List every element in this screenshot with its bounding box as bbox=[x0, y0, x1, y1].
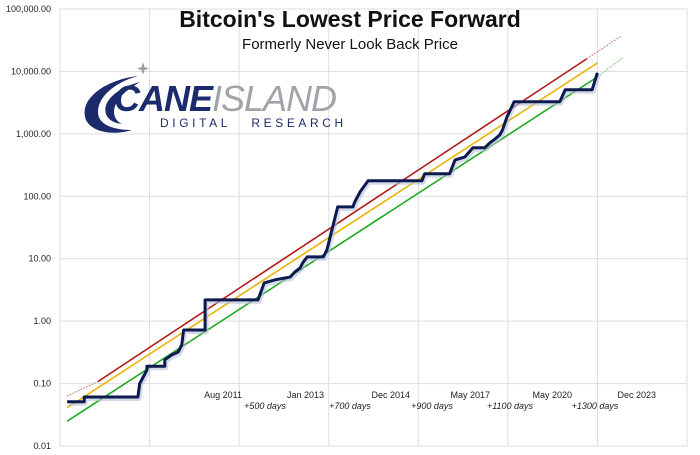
x-interval-label: +1300 days bbox=[572, 401, 619, 411]
x-interval-label: +1100 days bbox=[487, 401, 534, 411]
x-date-label: Jan 2013 bbox=[287, 390, 324, 400]
y-tick-label: 10.00 bbox=[28, 254, 51, 264]
grid bbox=[59, 8, 688, 447]
x-interval-label: +700 days bbox=[329, 401, 371, 411]
chart-title: Bitcoin's Lowest Price Forward bbox=[179, 6, 521, 32]
x-interval-label: +900 days bbox=[411, 401, 453, 411]
y-tick-label: 10,000.00 bbox=[11, 66, 51, 76]
y-tick-label: 0.01 bbox=[33, 441, 51, 451]
logo-cane: CANE bbox=[114, 78, 214, 119]
x-date-label: May 2017 bbox=[450, 390, 490, 400]
x-date-label: Dec 2014 bbox=[371, 390, 410, 400]
x-date-label: Dec 2023 bbox=[617, 390, 656, 400]
cane-island-logo: CANE ISLAND DIGITAL RESEARCH bbox=[84, 62, 347, 133]
logo-island: ISLAND bbox=[212, 78, 336, 119]
plot-frame bbox=[59, 8, 688, 447]
x-date-label: May 2020 bbox=[532, 390, 572, 400]
lower-trend-line bbox=[66, 76, 598, 422]
logo-swoosh-icon bbox=[84, 76, 138, 133]
chart-subtitle: Formerly Never Look Back Price bbox=[242, 36, 458, 53]
y-tick-label: 100.00 bbox=[23, 191, 51, 201]
y-tick-label: 0.10 bbox=[33, 379, 51, 389]
y-tick-label: 1,000.00 bbox=[16, 129, 51, 139]
upper-trend-dotted-end bbox=[586, 35, 622, 60]
trend-lines bbox=[66, 35, 623, 422]
lower-trend-dotted-end bbox=[597, 57, 623, 78]
x-interval-label: +500 days bbox=[244, 401, 286, 411]
logo-tagline: DIGITAL RESEARCH bbox=[160, 116, 347, 130]
axis-labels: 100,000.00 10,000.00 1,000.00 100.00 10.00 1.… bbox=[6, 4, 656, 451]
y-tick-label: 1.00 bbox=[33, 316, 51, 326]
x-date-label: Aug 2011 bbox=[204, 390, 242, 400]
logo-star-icon bbox=[137, 62, 149, 75]
logo-swoosh-inner-icon bbox=[105, 82, 140, 124]
upper-trend-dotted-start bbox=[66, 381, 98, 397]
upper-trend-line bbox=[97, 58, 588, 383]
lowest-price-forward-line bbox=[67, 72, 599, 404]
y-tick-label: 100,000.00 bbox=[6, 4, 51, 14]
